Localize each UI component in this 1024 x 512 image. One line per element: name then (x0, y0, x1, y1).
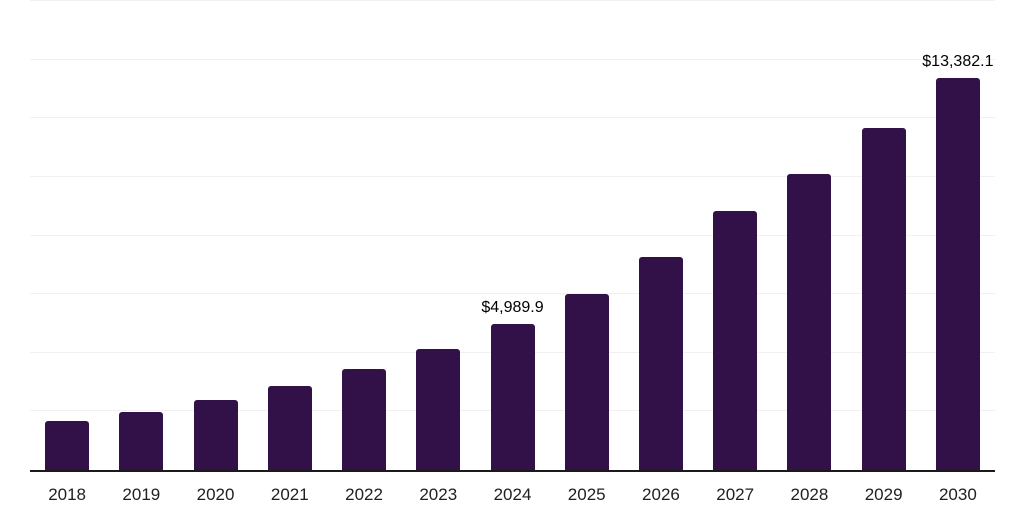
bar-2027[interactable] (713, 210, 758, 470)
bar-2029[interactable] (861, 127, 906, 470)
bar-2022[interactable] (342, 369, 387, 470)
gridline-12000 (30, 117, 995, 119)
bar-2018[interactable] (45, 420, 90, 470)
x-tick-label-2029: 2029 (864, 485, 903, 504)
x-tick-label-2024: 2024 (493, 485, 532, 504)
x-tick-label-2020: 2020 (196, 485, 235, 504)
bar-2023[interactable] (416, 349, 461, 470)
x-tick-label-2028: 2028 (790, 485, 829, 504)
plot-area: $4,989.9 $13,382.1 (30, 0, 995, 470)
x-tick-label-2026: 2026 (642, 485, 680, 504)
x-tick-label-2019: 2019 (122, 485, 161, 504)
bar-2026[interactable] (638, 256, 683, 470)
gridline-14000 (30, 58, 995, 60)
data-label-2024: $4,989.9 (481, 298, 544, 316)
x-tick-label-2023: 2023 (419, 485, 458, 504)
x-tick-label-2027: 2027 (716, 485, 755, 504)
bar-2025[interactable] (564, 293, 609, 470)
x-axis-line (30, 470, 995, 472)
gridline-16000 (30, 0, 995, 1)
data-label-2030: $13,382.1 (922, 52, 994, 70)
bar-2019[interactable] (119, 411, 164, 470)
x-tick-label-2025: 2025 (567, 485, 606, 504)
gridline-6000 (30, 293, 995, 295)
bar-2024[interactable] (490, 323, 535, 470)
x-tick-label-2018: 2018 (48, 485, 87, 504)
gridline-10000 (30, 175, 995, 177)
x-tick-label-2021: 2021 (270, 485, 309, 504)
bar-2020[interactable] (193, 399, 238, 470)
gridline-8000 (30, 234, 995, 236)
bar-2028[interactable] (787, 173, 832, 470)
x-tick-label-2022: 2022 (345, 485, 383, 504)
bar-2030[interactable] (935, 77, 980, 470)
bar-2021[interactable] (267, 385, 312, 470)
x-tick-label-2030: 2030 (938, 485, 977, 504)
